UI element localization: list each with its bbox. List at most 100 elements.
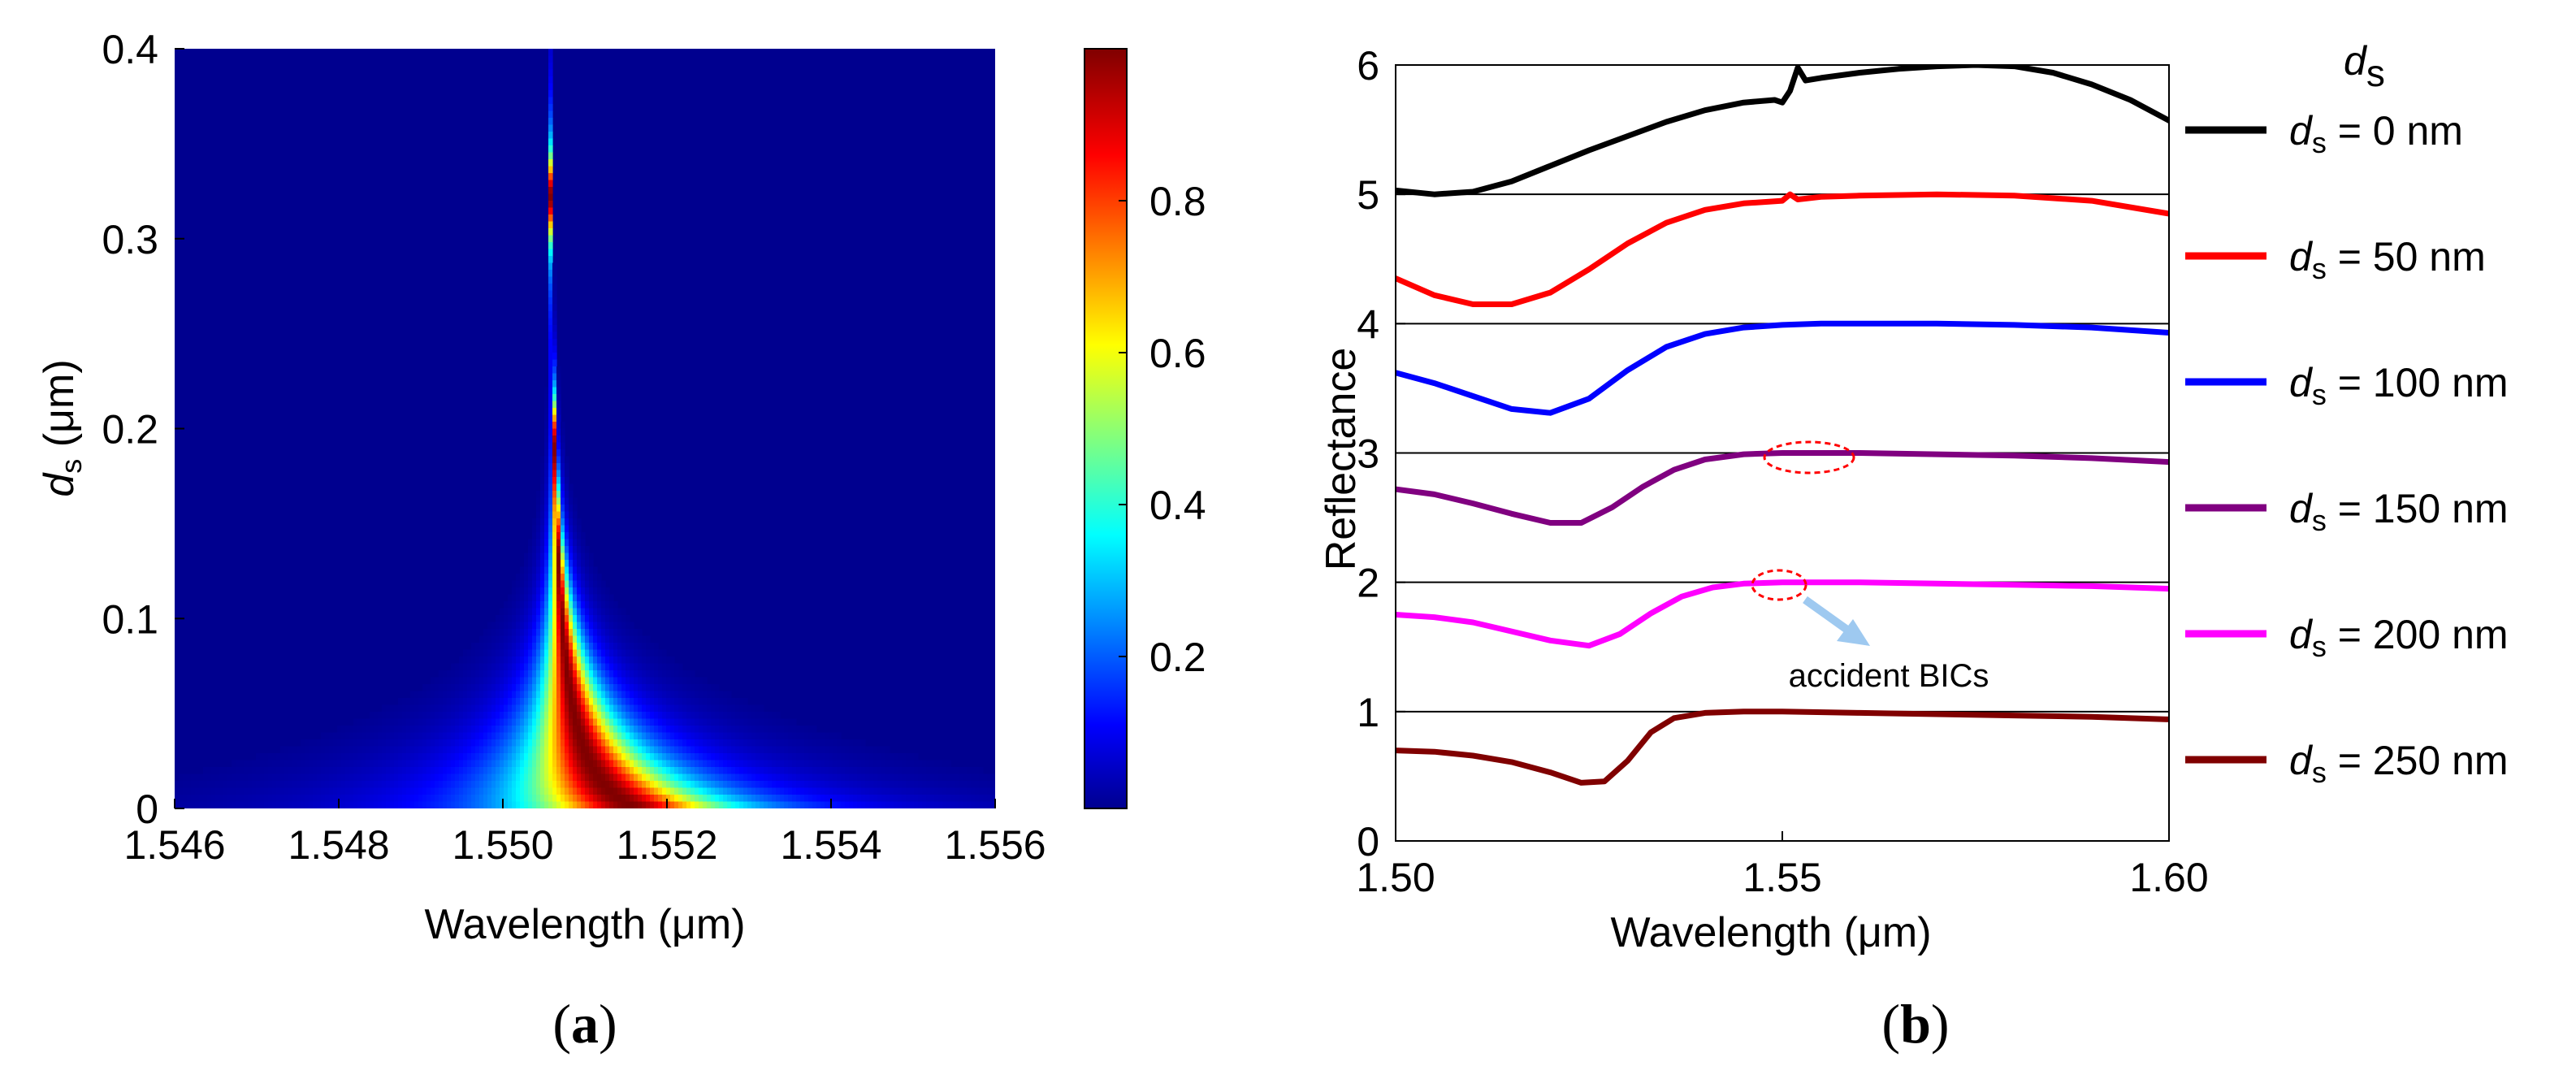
heatmap-cell [516,594,521,602]
heatmap-cell [504,615,509,623]
heatmap-cell [195,801,200,808]
heatmap-cell [686,774,691,782]
heatmap-cell [487,677,492,685]
heatmap-cell [617,663,622,671]
heatmap-cell [796,726,801,734]
heatmap-cell [227,801,232,808]
heatmap-cell [297,753,301,761]
heatmap-cell [593,580,598,588]
heatmap-cell [382,774,387,782]
heatmap-cell [471,781,476,789]
heatmap-cell [524,608,529,616]
heatmap-cell [431,781,435,789]
heatmap-cell [333,732,338,740]
heatmap-cell [565,525,569,533]
heatmap-cell [276,753,281,761]
heatmap-cell [841,746,846,754]
heatmap-cell [987,787,992,795]
heatmap-cell [280,795,285,803]
heatmap-cell [914,774,919,782]
heatmap-cell [658,781,663,789]
heatmap-cell [491,732,496,740]
heatmap-cell [739,704,744,713]
heatmap-cell [577,663,582,671]
heatmap-cell [601,712,606,720]
heatmap-cell [556,414,561,422]
heatmap-cell [727,767,732,775]
heatmap-cell [565,566,569,574]
heatmap-cell [569,753,574,761]
heatmap-cell [654,753,659,761]
heatmap-cell [646,698,651,706]
heatmap-cell [552,339,557,347]
heatmap-cell [764,767,768,775]
heatmap-cell [597,635,602,644]
heatmap-cell [548,187,553,195]
heatmap-cell [617,726,622,734]
heatmap-cell [544,732,549,740]
heatmap-cell [280,787,285,795]
heatmap-cell [524,594,529,602]
heatmap-cell [528,718,533,726]
heatmap-cell [353,726,358,734]
heatmap-cell [467,670,472,678]
heatmap-cell [707,691,712,699]
heatmap-cell [504,622,509,630]
heatmap-cell [646,767,651,775]
heatmap-cell [857,767,862,775]
heatmap-cell [585,635,590,644]
heatmap-cell [991,781,995,789]
heatmap-cell [731,718,736,726]
heatmap-cell [540,643,545,651]
heatmap-cell [544,483,549,492]
heatmap-cell [630,629,634,637]
heatmap-cell [301,781,305,789]
heatmap-cell [768,746,773,754]
heatmap-cell [666,698,671,706]
heatmap-cell [626,663,630,671]
heatmap-cell [548,166,553,174]
heatmap-cell [374,732,379,740]
heatmap-cell [248,774,253,782]
heatmap-cell [487,649,492,657]
heatmap-cell [406,732,411,740]
heatmap-cell [703,787,708,795]
series-line [1396,450,2169,526]
heatmap-cell [329,767,334,775]
heatmap-cell [366,739,370,748]
heatmap-cell [626,726,630,734]
heatmap-cell [857,774,862,782]
heatmap-cell [593,608,598,616]
heatmap-cell [894,781,898,789]
heatmap-cell [556,566,561,574]
heatmap-cell [552,525,557,533]
heatmap-cell [601,677,606,685]
heatmap-cell [536,587,541,596]
heatmap-cell [390,774,395,782]
heatmap-cell [585,601,590,609]
heatmap-cell [479,774,484,782]
heatmap-cell [723,739,728,748]
heatmap-cell [524,643,529,651]
heatmap-cell [305,795,310,803]
heatmap-cell [678,704,683,713]
heatmap-cell [357,718,362,726]
heatmap-cell [646,732,651,740]
heatmap-cell [500,795,504,803]
heatmap-cell [772,718,777,726]
heatmap-cell [508,704,513,713]
heatmap-cell [764,726,768,734]
reflectance-xlabel: Wavelength (μm) [1610,909,1931,956]
heatmap-cell [552,290,557,298]
heatmap-cell [447,670,452,678]
heatmap-cell [520,726,525,734]
heatmap-cell [329,739,334,748]
heatmap-cell [776,718,781,726]
heatmap-cell [561,477,565,485]
heatmap-cell [520,622,525,630]
heatmap-cell [691,801,695,808]
heatmap-cell [439,795,444,803]
heatmap-cell [524,574,529,582]
heatmap-cell [544,525,549,533]
heatmap-cell [479,643,484,651]
